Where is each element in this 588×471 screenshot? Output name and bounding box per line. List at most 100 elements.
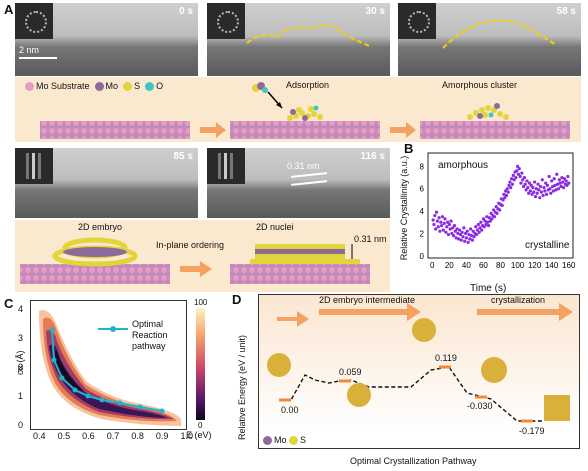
substrate-slabs-bottom xyxy=(20,237,370,284)
data-point xyxy=(452,224,457,228)
data-point xyxy=(482,225,486,229)
data-point xyxy=(521,184,526,189)
fft-inset xyxy=(207,3,245,39)
landscape-plot-area xyxy=(30,300,187,430)
data-point xyxy=(509,186,513,190)
cluster-outline xyxy=(246,23,373,48)
data-point xyxy=(515,164,520,169)
data-point xyxy=(445,225,449,229)
data-point xyxy=(443,217,447,221)
cluster-outline xyxy=(442,19,557,49)
data-point xyxy=(544,181,548,185)
data-point xyxy=(533,194,538,199)
y-tick-label: 8 xyxy=(420,162,425,171)
data-point xyxy=(554,188,558,192)
lattice-line xyxy=(290,172,328,178)
data-point xyxy=(454,236,458,240)
landscape-contours xyxy=(39,310,181,426)
data-point xyxy=(442,221,446,225)
y-tick-label: 2 xyxy=(420,229,425,238)
tem-image-116s: 116 s 0.31 nm xyxy=(207,148,390,218)
data-point xyxy=(447,222,451,227)
y-tick-label: 0 xyxy=(420,252,425,261)
legend-substrate-label: Mo Substrate xyxy=(36,81,90,91)
scale-bar xyxy=(19,57,57,59)
embryo-label: 2D embryo xyxy=(78,222,123,232)
data-point xyxy=(483,219,487,223)
schematic-legend: Mo Substrate Mo S O xyxy=(25,81,164,92)
data-point xyxy=(538,196,542,200)
data-point xyxy=(437,216,441,220)
data-point xyxy=(525,179,529,183)
data-point xyxy=(558,181,562,185)
panel-label-c: C xyxy=(4,296,14,311)
data-point xyxy=(565,183,569,187)
time-label: 85 s xyxy=(173,151,193,162)
data-point xyxy=(506,190,510,194)
data-point xyxy=(481,217,486,221)
data-point xyxy=(539,190,544,194)
pathway-legend-icon xyxy=(98,326,128,332)
s-atom-icon xyxy=(289,436,299,446)
x-tick-label: 80 xyxy=(496,261,505,270)
xtick: 0.7 xyxy=(106,431,120,441)
data-point xyxy=(440,224,444,228)
data-point xyxy=(540,178,544,182)
time-label: 116 s xyxy=(360,151,385,162)
data-point xyxy=(498,208,502,212)
data-point xyxy=(545,183,550,187)
landscape-xticks: 0.4 0.5 0.6 0.7 0.8 0.9 1.0 xyxy=(33,431,193,441)
data-point xyxy=(552,177,556,181)
data-point xyxy=(461,235,465,239)
legend-o-label: O xyxy=(156,81,164,91)
data-point xyxy=(453,229,457,233)
data-point xyxy=(522,175,526,180)
data-point xyxy=(449,219,453,223)
data-point xyxy=(450,231,454,236)
data-point xyxy=(470,238,474,242)
x-tick-label: 20 xyxy=(445,261,454,270)
layer-height-label: 0.31 nm xyxy=(354,234,387,244)
data-point xyxy=(526,186,530,190)
energy-value: 0.059 xyxy=(339,367,362,377)
data-point xyxy=(520,171,524,175)
o-atom-icon xyxy=(145,82,155,92)
energy-value: 0.119 xyxy=(435,353,457,363)
landscape-ytick: 0 xyxy=(18,420,24,430)
x-tick-label: 60 xyxy=(479,261,488,270)
data-point xyxy=(548,187,552,191)
colorbar xyxy=(196,308,205,420)
legend-mo-label: Mo xyxy=(105,81,119,91)
data-point xyxy=(436,225,440,229)
fft-inset xyxy=(15,148,53,184)
data-point xyxy=(495,211,499,215)
data-point xyxy=(556,187,561,191)
data-point xyxy=(566,174,570,179)
colorbar-min: 0 xyxy=(198,421,203,430)
xtick: 1.0 xyxy=(180,431,193,441)
data-point xyxy=(524,188,528,192)
data-point xyxy=(510,182,515,186)
data-point xyxy=(440,215,445,219)
data-point xyxy=(556,182,560,186)
optimal-pathway-line xyxy=(49,327,165,414)
tem-image-0s: 0 s 2 nm xyxy=(15,3,198,76)
x-tick-label: 40 xyxy=(462,261,471,270)
data-point xyxy=(553,183,557,187)
data-point xyxy=(551,189,555,193)
xtick: 0.4 xyxy=(33,431,46,441)
data-point xyxy=(562,186,566,190)
colorbar-max: 100 xyxy=(194,298,208,307)
data-point xyxy=(492,215,497,219)
pathway-legend-label: Optimal Reaction pathway xyxy=(132,319,168,351)
x-tick-label: 100 xyxy=(511,261,525,270)
data-point xyxy=(477,230,481,234)
data-point xyxy=(517,167,521,171)
data-point xyxy=(519,181,523,185)
legend-mo-label: Mo xyxy=(274,435,287,445)
data-point xyxy=(549,191,553,195)
data-point xyxy=(550,179,554,183)
data-point xyxy=(468,237,472,241)
x-tick-label: 140 xyxy=(545,261,559,270)
energy-profile-area: 2D embryo intermediate crystallization 0… xyxy=(258,294,580,449)
